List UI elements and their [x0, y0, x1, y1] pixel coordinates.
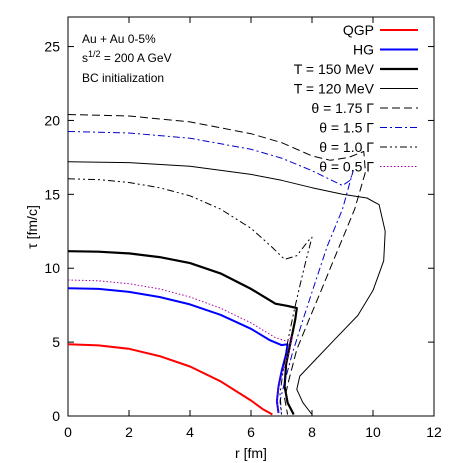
annotation-energy-base: s: [82, 51, 88, 65]
x-axis-title: r [fm]: [235, 445, 267, 461]
series-line: [67, 343, 273, 416]
legend-label: HG: [353, 42, 374, 58]
series-line: [67, 114, 366, 415]
x-tick-label: 2: [125, 424, 133, 440]
x-tick-label: 4: [186, 424, 194, 440]
y-tick-label: 20: [44, 112, 60, 128]
annotation-energy-exponent: 1/2: [88, 49, 101, 59]
x-tick-label: 8: [308, 424, 316, 440]
y-tick-label: 15: [44, 186, 60, 202]
series-line: [67, 287, 289, 414]
series-line: [67, 250, 298, 416]
legend-label: θ = 1.0 Γ: [319, 139, 374, 155]
legend-label: QGP: [343, 22, 374, 38]
chart-annotation: Au + Au 0-5% s1/2 = 200 A GeV BC initial…: [82, 32, 172, 85]
legend-label: T = 120 MeV: [294, 81, 375, 97]
y-tick-label: 0: [52, 408, 60, 424]
y-tick-label: 5: [52, 334, 60, 350]
annotation-initialization: BC initialization: [82, 71, 164, 85]
y-tick-label: 10: [44, 260, 60, 276]
x-tick-label: 6: [247, 424, 255, 440]
x-tick-label: 12: [426, 424, 442, 440]
series-line: [67, 178, 313, 415]
y-tick-label: 25: [44, 39, 60, 55]
legend-label: θ = 1.5 Γ: [319, 120, 374, 136]
annotation-energy: s1/2 = 200 A GeV: [82, 49, 172, 65]
legend-label: T = 150 MeV: [294, 61, 375, 77]
series-line: [67, 279, 293, 415]
legend-label: θ = 1.75 Γ: [311, 100, 374, 116]
legend-label: θ = 0.5 Γ: [319, 159, 374, 175]
series-line: [67, 131, 354, 415]
series-line: [67, 161, 386, 415]
x-tick-label: 10: [365, 424, 381, 440]
annotation-energy-value: = 200 A GeV: [101, 51, 172, 65]
x-tick-label: 0: [64, 424, 72, 440]
y-axis-title: τ [fm/c]: [24, 205, 40, 249]
annotation-collision-system: Au + Au 0-5%: [82, 32, 156, 46]
